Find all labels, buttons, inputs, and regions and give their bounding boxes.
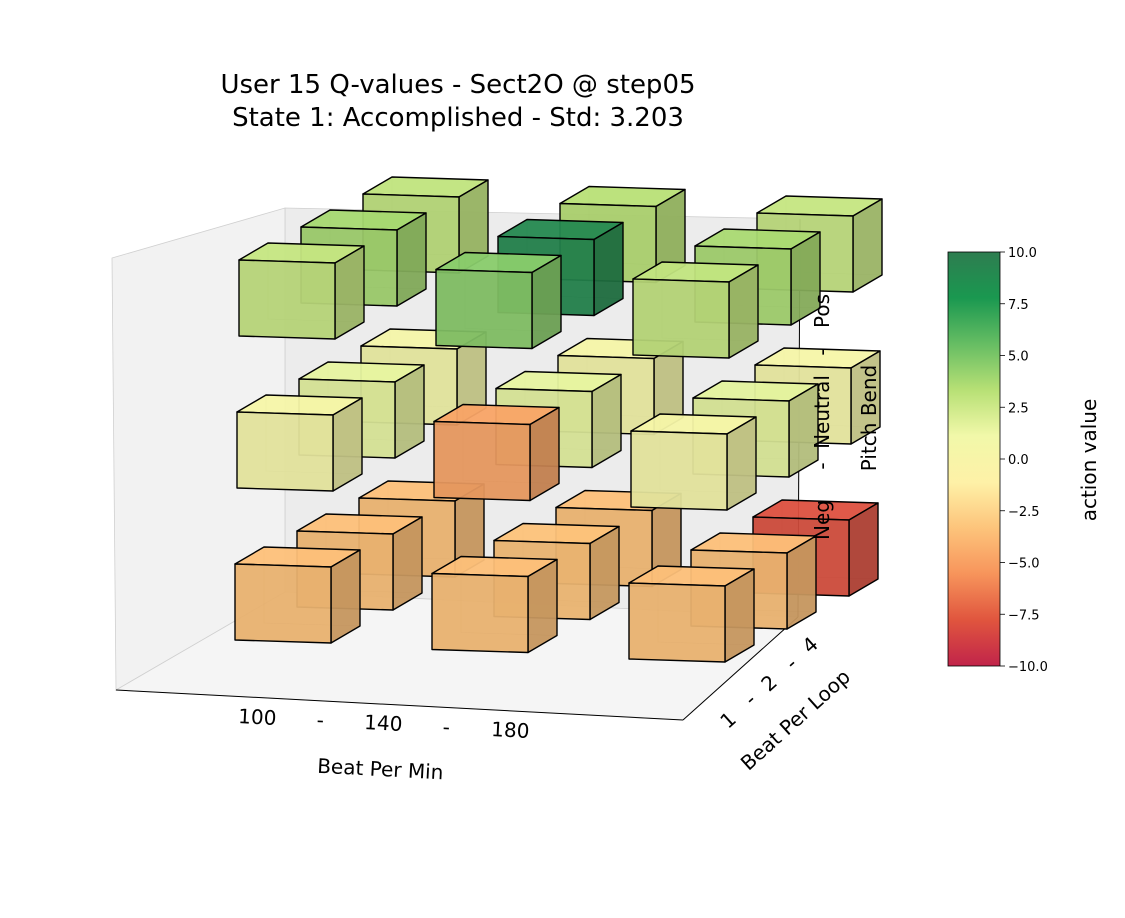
cube-face: [726, 416, 757, 511]
y-tick-label: 4: [797, 632, 823, 658]
cube-face: [527, 558, 558, 654]
cube-face: [238, 259, 336, 340]
colorbar-tick-label: −10.0: [1008, 660, 1048, 675]
z-tick-label: Pos: [810, 294, 834, 328]
y-axis-label: Beat Per Loop: [736, 664, 855, 775]
x-axis-label: Beat Per Min: [317, 754, 444, 785]
colorbar-tick-label: 0.0: [1008, 453, 1029, 468]
y-tick-label: 2: [756, 670, 782, 696]
x-axis-line: [115, 689, 684, 721]
cube-face: [396, 212, 427, 307]
colorbar-tick-label: 10.0: [1008, 246, 1037, 261]
z-tick-label: Neg: [810, 500, 834, 540]
x-axis-ticks: 100 - 140 - 180 Beat Per Min: [238, 704, 530, 784]
cube-face: [431, 572, 529, 654]
cube-face: [394, 364, 425, 459]
cube-face: [332, 397, 363, 492]
cube-cell: [628, 565, 755, 663]
cube-face: [786, 535, 817, 630]
cube-cell: [632, 261, 759, 359]
cube-face: [848, 502, 879, 597]
colorbar-tick-label: −5.0: [1008, 557, 1040, 572]
cube-face: [529, 406, 560, 502]
y-tick-label: 1: [715, 707, 741, 733]
x-tick-label: 180: [491, 717, 530, 743]
cube-face: [728, 264, 759, 359]
cube-face: [433, 420, 531, 502]
cube-cell: [431, 555, 558, 654]
x-tick-label: -: [442, 715, 450, 739]
cube-face: [628, 582, 726, 663]
cube-cell: [234, 546, 361, 644]
cube-cell: [435, 251, 562, 350]
cube-layer: [234, 176, 883, 663]
y-tick-label: -: [739, 688, 760, 711]
cube-face: [330, 549, 361, 644]
cube-face: [334, 245, 365, 340]
cube-face: [593, 221, 624, 317]
colorbar: 10.0 7.5 5.0 2.5 0.0 −2.5 −5.0 −7.5 −10.0 action…: [947, 246, 1101, 675]
cube-face: [236, 411, 334, 492]
colorbar-tick-label: −2.5: [1008, 505, 1040, 520]
cube-face: [435, 268, 533, 350]
x-tick-label: -: [316, 708, 324, 732]
z-axis-label: Pitch Bend: [857, 365, 881, 471]
y-axis-line: [682, 616, 799, 721]
cube-cell: [236, 394, 363, 492]
x-tick-label: 140: [364, 710, 403, 736]
cube-face: [392, 516, 423, 611]
z-tick-label: -: [810, 462, 834, 469]
cube-face: [852, 198, 883, 293]
cube-face: [234, 563, 332, 644]
cube-cell: [433, 403, 560, 502]
cube-cell: [238, 242, 365, 340]
colorbar-gradient: [947, 251, 1001, 667]
cube-face: [632, 278, 730, 359]
cube-face: [630, 430, 728, 511]
x-tick-label: 100: [238, 704, 277, 730]
colorbar-tick-label: 7.5: [1008, 298, 1029, 313]
colorbar-tick-label: −7.5: [1008, 608, 1040, 623]
z-axis-ticks: Neg - Neutral - Pos Pitch Bend: [810, 294, 881, 540]
y-tick-label: -: [780, 652, 801, 675]
cube-cell: [630, 413, 757, 511]
cube-face: [531, 254, 562, 350]
cube-face: [591, 373, 622, 469]
chart-title: User 15 Q-values - Sect2O @ step05: [220, 70, 695, 100]
z-tick-label: -: [810, 348, 834, 355]
cube-face: [724, 568, 755, 663]
colorbar-tick-label: 2.5: [1008, 401, 1029, 416]
colorbar-tick-label: 5.0: [1008, 350, 1029, 365]
cube-face: [589, 525, 620, 621]
z-tick-label: Neutral: [810, 375, 834, 449]
colorbar-label: action value: [1077, 399, 1101, 522]
chart-subtitle: State 1: Accomplished - Std: 3.203: [232, 103, 684, 133]
